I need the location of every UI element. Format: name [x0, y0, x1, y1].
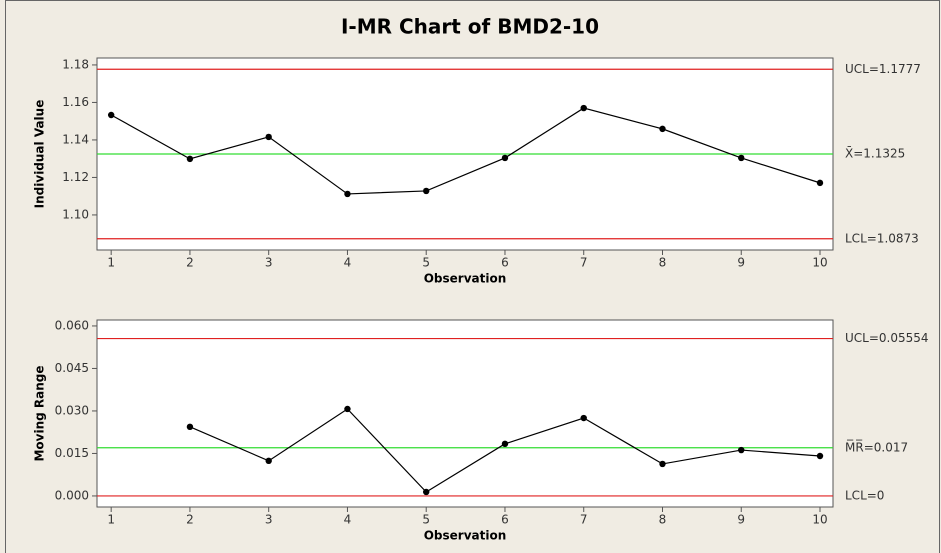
data-point: [423, 187, 430, 195]
y-tick-label: 1.14: [62, 132, 89, 146]
y-axis-label: Moving Range: [33, 365, 47, 461]
control-line-label: M̅R̅=0.017: [845, 439, 908, 454]
x-tick-label: 8: [659, 513, 667, 527]
x-tick-label: 7: [580, 256, 588, 270]
x-tick-label: 4: [344, 256, 352, 270]
x-tick-label: 10: [812, 256, 827, 270]
x-tick-label: 6: [501, 513, 509, 527]
control-line-label: UCL=0.05554: [845, 331, 929, 345]
data-point: [659, 125, 666, 133]
data-line: [110, 107, 821, 195]
x-tick-label: 8: [659, 256, 667, 270]
y-tick-label: 1.10: [62, 207, 89, 221]
data-point: [501, 440, 509, 448]
x-tick-label: 5: [422, 256, 430, 270]
chart-title: I-MR Chart of BMD2-10: [341, 15, 599, 39]
y-tick-label: 0.030: [55, 403, 89, 417]
data-point: [738, 154, 745, 162]
data-point: [816, 452, 824, 460]
control-line-label: LCL=0: [845, 488, 884, 502]
x-tick-label: 2: [186, 513, 194, 527]
y-tick-label: 0.015: [55, 446, 89, 460]
x-tick-label: 7: [580, 513, 588, 527]
y-tick-label: 0.060: [55, 318, 89, 332]
x-tick-label: 1: [107, 513, 115, 527]
y-tick-label: 1.18: [62, 57, 89, 71]
x-axis-label: Observation: [424, 272, 507, 286]
x-tick-label: 2: [186, 256, 194, 270]
y-tick-label: 0.045: [55, 361, 89, 375]
x-tick-label: 9: [737, 513, 745, 527]
data-point: [344, 405, 351, 413]
y-tick-label: 1.12: [62, 170, 89, 184]
data-point: [423, 488, 430, 496]
x-tick-label: 6: [501, 256, 509, 270]
y-tick-label: 0.000: [55, 488, 89, 502]
data-point: [580, 414, 587, 422]
data-point: [265, 133, 272, 141]
data-point: [816, 179, 824, 187]
y-axis-label: Individual Value: [33, 100, 47, 209]
data-point: [265, 457, 272, 465]
y-tick-label: 1.16: [62, 95, 89, 109]
data-point: [107, 111, 115, 119]
control-line-label: X̄=1.1325: [845, 146, 905, 160]
data-point: [738, 446, 745, 454]
plot-area: [96, 319, 834, 508]
x-tick-label: 3: [265, 513, 273, 527]
x-tick-label: 4: [344, 513, 352, 527]
control-line-label: UCL=1.1777: [845, 62, 921, 76]
control-line-label: LCL=1.0873: [845, 231, 919, 245]
data-point: [186, 423, 194, 431]
data-point: [659, 460, 666, 468]
data-point: [580, 104, 587, 112]
data-point: [501, 154, 509, 162]
x-axis-label: Observation: [424, 529, 507, 543]
x-tick-label: 1: [107, 256, 115, 270]
data-point: [186, 155, 194, 163]
x-tick-label: 10: [812, 513, 827, 527]
data-point: [344, 190, 351, 198]
x-tick-label: 3: [265, 256, 273, 270]
x-tick-label: 9: [737, 256, 745, 270]
frame: [5, 0, 940, 553]
x-tick-label: 5: [422, 513, 430, 527]
